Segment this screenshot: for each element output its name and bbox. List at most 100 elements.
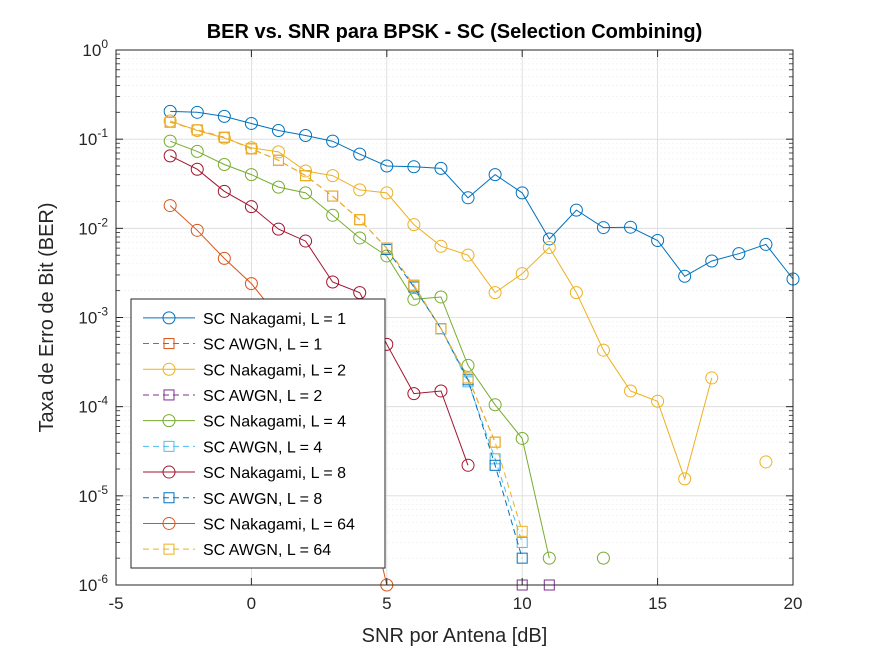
data-point [245,143,257,155]
data-point [380,186,394,200]
legend-label: SC AWGN, L = 4 [203,439,322,456]
data-point [651,394,665,408]
data-point [488,398,502,412]
data-point [435,323,447,335]
data-point [244,168,258,182]
data-point [244,200,258,214]
data-point [434,161,448,175]
data-point [326,134,340,148]
data-point-isolated [759,455,773,469]
legend-marker [162,362,176,376]
data-point [380,159,394,173]
data-point [569,286,583,300]
data-point [542,551,556,565]
legend-label: SC Nakagami, L = 1 [203,311,346,328]
series-line [170,110,794,280]
legend-entry: SC AWGN, L = 1 [143,337,322,354]
legend-marker [163,492,175,504]
series-sc-nakagami-l-1 [163,104,800,286]
data-point [299,186,313,200]
data-point [299,234,313,248]
data-point [515,267,529,281]
y-tick-label: 10-6 [78,572,108,595]
data-point [163,134,177,148]
data-point [244,116,258,130]
legend-label: SC AWGN, L = 2 [203,388,322,405]
data-point [488,286,502,300]
data-point [461,191,475,205]
data-point [244,277,258,291]
data-point [407,160,421,174]
data-point [488,168,502,182]
x-axis-label: SNR por Antena [dB] [362,625,548,647]
data-point [217,251,231,265]
data-point [759,237,773,251]
data-series [163,104,800,592]
series-sc-nakagami-l-4 [163,134,556,565]
data-point [271,124,285,138]
x-tick-label: 0 [247,594,256,613]
data-point [300,170,312,182]
legend-entry: SC AWGN, L = 64 [143,542,331,559]
legend-entry: SC Nakagami, L = 4 [143,414,346,431]
data-point [434,239,448,253]
data-point [542,240,556,254]
data-point-isolated [596,551,610,565]
data-point [542,232,556,246]
data-point [678,269,692,283]
data-point [408,279,420,291]
legend-marker [162,414,176,428]
data-point [271,145,285,159]
data-point [461,458,475,472]
y-tick-label: 100 [82,37,108,60]
legend-marker [162,311,176,325]
data-point [678,472,692,486]
data-point [407,292,421,306]
legend-entry: SC Nakagami, L = 64 [143,516,355,533]
data-point [272,154,284,166]
data-point [407,387,421,401]
y-tick-label: 10-1 [78,126,108,149]
data-point [462,372,474,384]
data-point [381,242,393,254]
legend-entry: SC Nakagami, L = 1 [143,311,346,328]
data-point [624,384,638,398]
axis-ticks: -5 0 5 10 15 20 100 10-1 10-2 10-3 10-4 10-5 10-6 [78,37,802,613]
x-tick-label: 20 [784,594,803,613]
x-tick-label: 15 [648,594,667,613]
y-axis-label: Taxa de Erro de Bit (BER) [36,202,58,432]
data-point [354,214,366,226]
data-point [218,131,230,143]
data-point [191,124,203,136]
legend: SC Nakagami, L = 1 SC AWGN, L = 1 SC Nakag… [130,298,386,569]
legend-entry: SC AWGN, L = 8 [143,491,322,508]
data-point [407,218,421,232]
x-tick-label: -5 [108,594,123,613]
data-point [217,157,231,171]
legend-label: SC AWGN, L = 64 [203,542,331,559]
data-point [327,190,339,202]
data-point [461,248,475,262]
legend-label: SC AWGN, L = 1 [203,337,322,354]
data-point [190,162,204,176]
data-point [596,221,610,235]
x-tick-label: 5 [382,594,391,613]
data-point [164,116,176,128]
legend-marker [163,440,175,452]
legend-label: SC AWGN, L = 8 [203,491,322,508]
series-sc-awgn-l-64 [164,116,528,537]
data-point [732,247,746,261]
legend-label: SC Nakagami, L = 4 [203,414,346,431]
data-point [596,343,610,357]
series-line [170,121,523,532]
data-point [163,199,177,213]
data-point [299,128,313,142]
legend-marker [162,465,176,479]
data-point [489,436,501,448]
data-point [651,234,665,248]
legend-label: SC Nakagami, L = 64 [203,516,355,533]
data-point [353,147,367,161]
data-point [515,186,529,200]
data-point [624,220,638,234]
